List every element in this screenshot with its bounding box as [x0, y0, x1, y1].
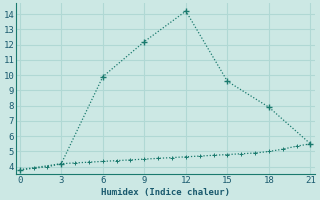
- X-axis label: Humidex (Indice chaleur): Humidex (Indice chaleur): [100, 188, 230, 197]
